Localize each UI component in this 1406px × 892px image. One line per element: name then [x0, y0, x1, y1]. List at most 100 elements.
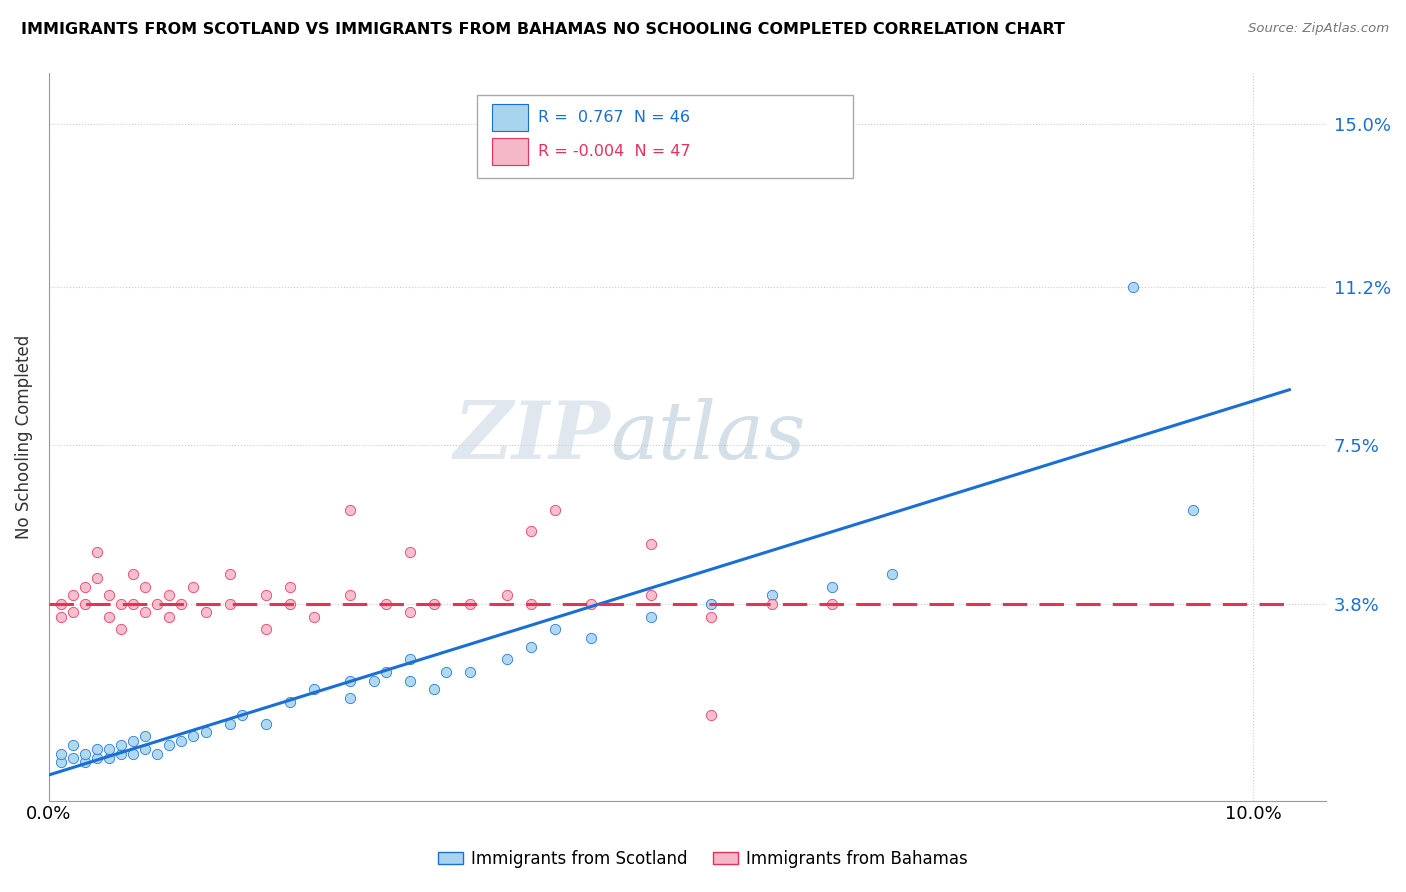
Point: [134, 580, 156, 594]
Point: [122, 597, 145, 611]
Point: [86, 742, 108, 756]
Point: [110, 738, 132, 752]
FancyBboxPatch shape: [492, 103, 527, 131]
Point: [75, 755, 97, 769]
Point: [700, 708, 723, 723]
Text: Source: ZipAtlas.com: Source: ZipAtlas.com: [1249, 22, 1389, 36]
Point: [640, 609, 662, 624]
Text: ZIP: ZIP: [454, 398, 610, 475]
Point: [86, 571, 108, 585]
Point: [183, 730, 205, 744]
Point: [134, 730, 156, 744]
Point: [98, 742, 121, 756]
FancyBboxPatch shape: [492, 137, 527, 165]
Point: [194, 605, 217, 619]
Point: [544, 502, 567, 516]
Point: [62, 605, 84, 619]
Text: R =  0.767  N = 46: R = 0.767 N = 46: [538, 110, 690, 125]
Point: [579, 597, 602, 611]
Point: [339, 502, 361, 516]
Point: [399, 545, 422, 559]
Point: [98, 751, 121, 765]
Point: [254, 716, 277, 731]
Point: [98, 609, 121, 624]
Point: [62, 738, 84, 752]
Point: [62, 588, 84, 602]
Point: [157, 609, 180, 624]
Point: [519, 597, 541, 611]
Y-axis label: No Schooling Completed: No Schooling Completed: [15, 334, 32, 539]
Point: [110, 747, 132, 761]
Point: [278, 597, 301, 611]
Point: [640, 537, 662, 551]
Point: [434, 665, 457, 680]
Point: [761, 588, 783, 602]
FancyBboxPatch shape: [477, 95, 853, 178]
Point: [339, 588, 361, 602]
Point: [86, 545, 108, 559]
Point: [183, 580, 205, 594]
Point: [170, 597, 193, 611]
Point: [170, 733, 193, 747]
Point: [75, 597, 97, 611]
Point: [339, 690, 361, 705]
Legend: Immigrants from Scotland, Immigrants from Bahamas: Immigrants from Scotland, Immigrants fro…: [432, 844, 974, 875]
Point: [75, 747, 97, 761]
Point: [194, 725, 217, 739]
Text: R = -0.004  N = 47: R = -0.004 N = 47: [538, 145, 690, 159]
Point: [134, 742, 156, 756]
Point: [49, 609, 72, 624]
Point: [1122, 280, 1144, 294]
Point: [49, 747, 72, 761]
Point: [544, 623, 567, 637]
Point: [700, 597, 723, 611]
Point: [399, 605, 422, 619]
Point: [218, 597, 240, 611]
Text: IMMIGRANTS FROM SCOTLAND VS IMMIGRANTS FROM BAHAMAS NO SCHOOLING COMPLETED CORRE: IMMIGRANTS FROM SCOTLAND VS IMMIGRANTS F…: [21, 22, 1064, 37]
Point: [157, 738, 180, 752]
Point: [86, 751, 108, 765]
Point: [761, 597, 783, 611]
Text: atlas: atlas: [610, 398, 806, 475]
Point: [254, 588, 277, 602]
Point: [579, 631, 602, 645]
Point: [302, 682, 325, 697]
Point: [75, 580, 97, 594]
Point: [98, 588, 121, 602]
Point: [122, 747, 145, 761]
Point: [157, 588, 180, 602]
Point: [423, 682, 446, 697]
Point: [700, 609, 723, 624]
Point: [1182, 502, 1205, 516]
Point: [519, 640, 541, 654]
Point: [363, 673, 385, 688]
Point: [146, 597, 169, 611]
Point: [278, 580, 301, 594]
Point: [218, 566, 240, 581]
Point: [110, 623, 132, 637]
Point: [640, 588, 662, 602]
Point: [146, 747, 169, 761]
Point: [821, 580, 844, 594]
Point: [134, 605, 156, 619]
Point: [495, 652, 517, 666]
Point: [423, 597, 446, 611]
Point: [49, 597, 72, 611]
Point: [278, 695, 301, 709]
Point: [339, 673, 361, 688]
Point: [495, 588, 517, 602]
Point: [399, 673, 422, 688]
Point: [231, 708, 253, 723]
Point: [821, 597, 844, 611]
Point: [399, 652, 422, 666]
Point: [110, 597, 132, 611]
Point: [460, 665, 482, 680]
Point: [122, 733, 145, 747]
Point: [375, 597, 398, 611]
Point: [218, 716, 240, 731]
Point: [375, 665, 398, 680]
Point: [254, 623, 277, 637]
Point: [519, 524, 541, 538]
Point: [62, 751, 84, 765]
Point: [122, 566, 145, 581]
